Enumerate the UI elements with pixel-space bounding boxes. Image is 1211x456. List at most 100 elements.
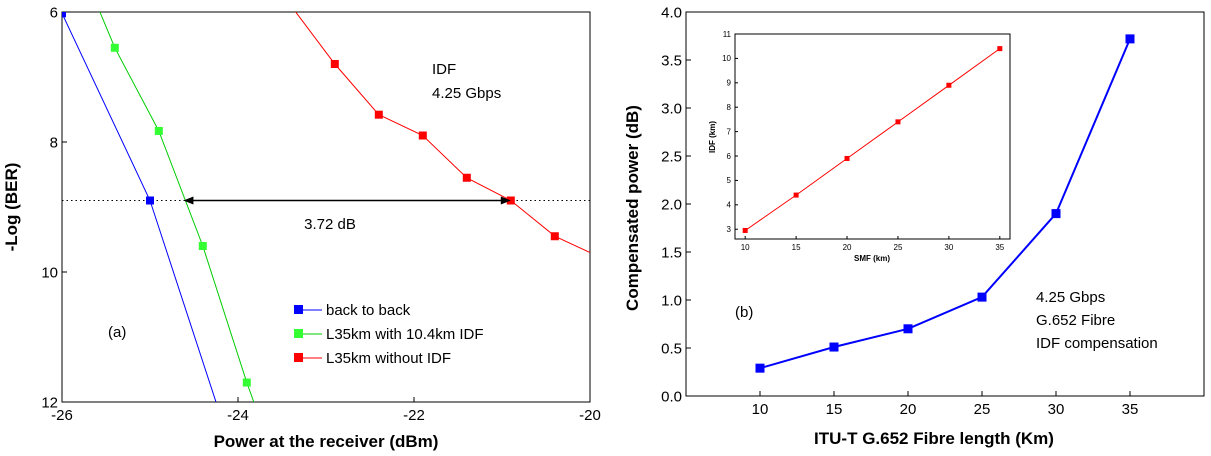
chart-inset-y-axis-label: IDF (km) xyxy=(708,121,717,153)
chart-a-frame xyxy=(61,11,591,403)
chart-inset-x-axis-label: SMF (km) xyxy=(854,254,890,263)
data-point-back-to-back xyxy=(146,196,154,205)
y-tick-label: 6 xyxy=(50,4,58,21)
y-tick-label: 0.5 xyxy=(661,340,682,357)
chart-inset: 10 15 20 25 30 35 3 4 5 6 7 8 9 10 11 SMF (km) IDF (km… xyxy=(708,30,1011,263)
chart-b-annotation-rate: 4.25 Gbps xyxy=(1036,289,1105,306)
data-point-compensated-power xyxy=(1125,34,1135,44)
data-point-idf-length xyxy=(793,192,799,198)
data-point-compensated-power xyxy=(1051,209,1061,219)
chart-a-panel-label: (a) xyxy=(108,324,126,341)
series-line-idf-length xyxy=(744,48,1001,231)
y-tick-label: 1.0 xyxy=(661,292,682,309)
series-line-l35km-without-idf xyxy=(295,12,590,253)
x-tick-label: -20 xyxy=(579,407,601,424)
y-tick-label: 4 xyxy=(727,201,732,210)
legend-label-l35km-with-idf: L35km with 10.4km IDF xyxy=(326,326,484,343)
x-tick-label: 15 xyxy=(792,243,801,252)
x-tick-label: 10 xyxy=(752,401,769,418)
chart-a: -26 -24 -22 -20 6 8 10 12 Power at the receiver… xyxy=(2,2,601,451)
chart-b: 10 15 20 25 30 350.00.51.01.52.02.53.03.54.0 … xyxy=(623,4,1205,448)
chart-b-annotation-compensation: IDF compensation xyxy=(1036,335,1158,352)
x-tick-label: 35 xyxy=(1122,401,1139,418)
data-point-l35km-without-idf xyxy=(287,2,295,10)
chart-a-annotation-rate: 4.25 Gbps xyxy=(432,85,501,102)
data-point-idf-length xyxy=(946,82,952,88)
y-tick-label: 10 xyxy=(41,264,58,281)
x-tick-label: 30 xyxy=(944,243,953,252)
series-line-back-to-back xyxy=(62,13,217,402)
chart-a-y-axis-label: -Log (BER) xyxy=(2,163,21,252)
x-tick-label: 20 xyxy=(900,401,917,418)
data-point-compensated-power xyxy=(977,292,987,302)
data-point-l35km-with-10-4km-idf xyxy=(110,43,119,52)
data-point-l35km-without-idf xyxy=(330,60,339,68)
y-tick-label: 2.5 xyxy=(661,148,682,165)
arrow-head-left xyxy=(183,196,194,205)
y-tick-label: 5 xyxy=(727,176,732,185)
legend-marker-back-to-back xyxy=(294,305,303,314)
chart-a-legend: back to back L35km with 10.4km IDF L35km… xyxy=(294,302,484,367)
data-point-l35km-with-10-4km-idf xyxy=(242,378,251,387)
chart-a-arrow-label: 3.72 dB xyxy=(304,216,356,233)
y-tick-label: 9 xyxy=(727,79,732,88)
chart-b-annotation-fibre: G.652 Fibre xyxy=(1036,312,1115,329)
data-point-compensated-power xyxy=(755,363,765,373)
chart-b-panel-label: (b) xyxy=(735,304,753,321)
legend-marker-l35km-without-idf xyxy=(294,353,303,362)
y-tick-label: 0.0 xyxy=(661,388,682,405)
legend-label-back-to-back: back to back xyxy=(326,302,411,319)
legend-item-back-to-back: back to back xyxy=(294,302,411,319)
legend-marker-l35km-with-idf xyxy=(294,329,303,338)
y-tick-label: 2.0 xyxy=(661,196,682,213)
data-point-compensated-power xyxy=(903,324,913,334)
chart-b-x-axis-label: ITU-T G.652 Fibre length (Km) xyxy=(814,429,1054,448)
data-point-back-to-back xyxy=(62,12,66,18)
series-line-compensated-power xyxy=(759,38,1131,370)
y-tick-label: 8 xyxy=(50,134,58,151)
y-tick-label: 10 xyxy=(722,54,731,63)
arrow-head-right xyxy=(500,196,511,205)
data-point-idf-length xyxy=(895,119,901,125)
chart-a-x-axis-label: Power at the receiver (dBm) xyxy=(214,432,439,451)
data-point-l35km-without-idf xyxy=(374,110,383,119)
y-tick-label: 3.5 xyxy=(661,52,682,69)
data-point-compensated-power xyxy=(829,342,839,352)
data-point-l35km-with-10-4km-idf xyxy=(154,126,163,135)
y-tick-label: 6 xyxy=(727,152,732,161)
x-tick-label: 30 xyxy=(1048,401,1065,418)
x-tick-label: -24 xyxy=(227,407,249,424)
y-tick-label: 8 xyxy=(727,103,732,112)
y-tick-label: 1.5 xyxy=(661,244,682,261)
x-tick-label: -26 xyxy=(51,407,73,424)
chart-inset-frame xyxy=(734,33,1011,240)
chart-a-plot-area xyxy=(62,2,590,402)
y-tick-label: 3 xyxy=(727,225,732,234)
y-tick-label: 12 xyxy=(41,394,58,411)
data-point-l35km-without-idf xyxy=(418,131,427,140)
x-tick-label: 20 xyxy=(843,243,852,252)
y-tick-label: 4.0 xyxy=(661,4,682,21)
legend-label-l35km-without-idf: L35km without IDF xyxy=(326,350,451,367)
x-tick-label: 25 xyxy=(894,243,903,252)
x-tick-label: 25 xyxy=(974,401,991,418)
data-point-idf-length xyxy=(742,227,748,233)
x-tick-label: 15 xyxy=(826,401,843,418)
y-tick-label: 3.0 xyxy=(661,100,682,117)
data-point-l35km-without-idf xyxy=(550,232,559,241)
legend-item-l35km-with-idf: L35km with 10.4km IDF xyxy=(294,326,484,343)
data-point-l35km-with-10-4km-idf xyxy=(198,242,207,250)
y-tick-label: 11 xyxy=(723,30,732,39)
legend-item-l35km-without-idf: L35km without IDF xyxy=(294,350,451,367)
series-line-l35km-with-10-4km-idf xyxy=(99,12,255,402)
chart-b-y-axis-label: Compensated power (dB) xyxy=(623,105,642,311)
data-point-l35km-without-idf xyxy=(462,173,471,182)
x-tick-label: 10 xyxy=(741,243,750,252)
data-point-idf-length xyxy=(844,155,850,161)
x-tick-label: -22 xyxy=(403,407,425,424)
chart-a-annotation-idf: IDF xyxy=(432,61,456,78)
x-tick-label: 35 xyxy=(995,243,1004,252)
y-tick-label: 7 xyxy=(727,127,732,136)
data-point-idf-length xyxy=(997,46,1003,52)
